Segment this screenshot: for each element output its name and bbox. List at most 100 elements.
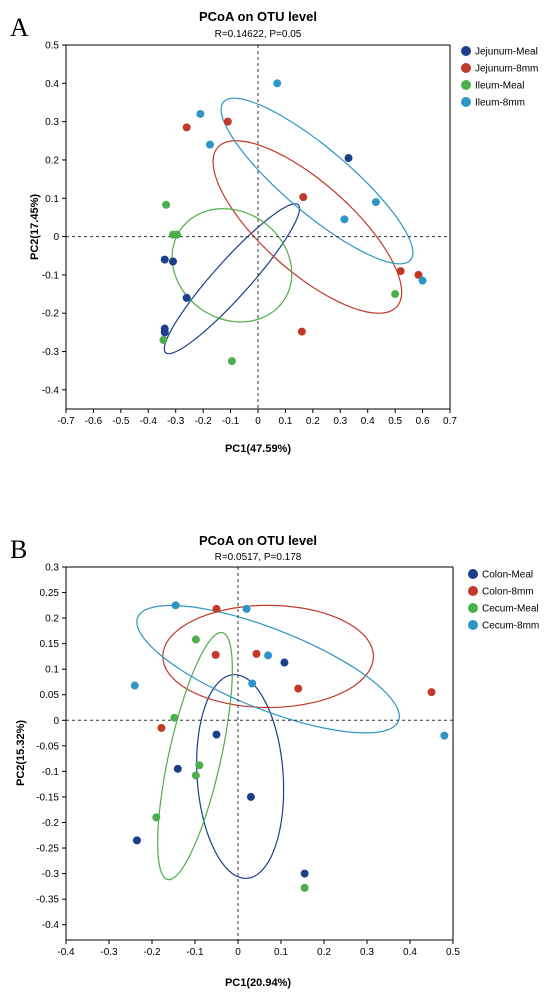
panel-b-legend-marker	[468, 603, 478, 613]
panel-a-x-tick-label: -0.7	[57, 416, 75, 427]
panel-a-point-jejunum-meal	[168, 257, 177, 266]
panel-b-title: PCoA on OTU level	[199, 533, 317, 548]
panel-b-point-cecum-meal	[195, 761, 204, 770]
panel-b-legend: Colon-Meal Colon-8mm Cecum-Meal Cecum-8mm	[468, 569, 539, 632]
panel-a: A PCoA on OTU level R=0.14622, P=0.05 -0…	[10, 9, 538, 455]
panel-a-point-ileum-meal	[173, 230, 182, 239]
panel-a-x-ticks: -0.7 -0.6 -0.5 -0.4 -0.3 -0.2 -0.1 0 0.1 0.2 0.3 0.…	[57, 409, 457, 427]
panel-a-point-ileum-meal	[391, 290, 400, 299]
panel-a-point-jejunum-meal	[160, 255, 169, 264]
panel-a-legend-label: Ileum-8mm	[475, 98, 525, 109]
panel-b-point-cecum-meal	[191, 771, 200, 780]
panel-b-point-cecum-8mm	[248, 679, 257, 688]
panel-b-reference-lines	[66, 567, 453, 940]
panel-b-point-cecum-8mm	[130, 681, 139, 690]
panel-a-y-axis-label: PC2(17.45%)	[29, 194, 41, 260]
panel-a-legend-marker	[461, 63, 471, 73]
panel-a-y-tick-label: -0.2	[42, 309, 60, 320]
panel-a-x-tick-label: 0.3	[333, 416, 347, 427]
panel-b-point-colon-meal	[300, 869, 309, 878]
panel-b-y-tick-label: 0.05	[40, 690, 60, 701]
panel-a-point-jejunum-8mm	[414, 270, 423, 279]
panel-b-point-colon-8mm	[294, 684, 303, 693]
panel-b-legend-marker	[468, 620, 478, 630]
panel-a-x-tick-label: -0.1	[222, 416, 240, 427]
panel-a-point-ileum-8mm	[196, 109, 205, 118]
panel-b-point-colon-meal	[280, 658, 289, 667]
panel-b-y-tick-label: 0	[53, 716, 59, 727]
panel-b-point-colon-8mm	[212, 604, 221, 613]
panel-a-legend-label: Jejunum-Meal	[475, 47, 538, 58]
panel-a-ellipses	[163, 97, 414, 355]
panel-b-point-cecum-meal	[300, 883, 309, 892]
panel-b-legend-label: Colon-Meal	[482, 570, 533, 581]
panel-a-y-tick-label: 0	[53, 232, 59, 243]
panel-b-y-tick-label: 0.25	[40, 588, 60, 599]
panel-a-x-tick-label: -0.2	[195, 416, 213, 427]
panel-b-ellipse-cecum-8mm	[136, 604, 401, 734]
panel-b-x-tick-label: 0.3	[360, 947, 374, 958]
panel-a-y-tick-label: -0.4	[42, 385, 60, 396]
panel-b-point-cecum-8mm	[242, 604, 251, 613]
panel-b-point-cecum-8mm	[171, 601, 180, 610]
panel-b-y-tick-label: -0.05	[36, 741, 59, 752]
panel-b-point-colon-meal	[246, 792, 255, 801]
panel-b-x-tick-label: -0.1	[186, 947, 204, 958]
panel-a-x-tick-label: 0.6	[416, 416, 430, 427]
panel-b-y-tick-label: -0.3	[42, 869, 60, 880]
panel-a-x-tick-label: 0.4	[361, 416, 375, 427]
panel-a-y-tick-label: 0.4	[45, 79, 59, 90]
panel-b-x-tick-label: 0.5	[446, 947, 460, 958]
panel-b-legend-label: Cecum-Meal	[482, 604, 539, 615]
panel-a-point-jejunum-meal	[344, 154, 353, 163]
panel-b-x-tick-label: 0.1	[274, 947, 288, 958]
panel-a-y-tick-label: 0.5	[45, 41, 59, 52]
panel-b-x-tick-label: 0.4	[403, 947, 417, 958]
panel-a-point-ileum-8mm	[340, 215, 349, 224]
panel-b-y-tick-label: 0.1	[45, 665, 59, 676]
panel-b-x-tick-label: 0.2	[317, 947, 331, 958]
panel-a-ellipse-ileum-8mm	[220, 97, 414, 265]
panel-a-point-jejunum-8mm	[299, 193, 308, 202]
panel-b-x-axis-label: PC1(20.94%)	[225, 977, 291, 989]
panel-a-point-ileum-8mm	[418, 276, 427, 285]
panel-a-x-tick-label: -0.4	[140, 416, 158, 427]
panel-a-x-tick-label: 0	[255, 416, 261, 427]
panel-b-point-colon-8mm	[252, 649, 261, 658]
panel-a-y-tick-label: 0.2	[45, 155, 59, 166]
panel-b-label: B	[10, 535, 27, 564]
panel-b-y-axis-label: PC2(15.32%)	[15, 720, 27, 786]
panel-b-point-cecum-meal	[152, 813, 161, 822]
panel-b-plot-frame	[65, 566, 454, 941]
panel-b-y-tick-label: -0.25	[36, 844, 59, 855]
panel-a-legend-label: Ileum-Meal	[475, 81, 524, 92]
panel-a-y-tick-label: 0.1	[45, 194, 59, 205]
panel-b-points	[130, 601, 449, 892]
panel-a-x-tick-label: -0.3	[167, 416, 185, 427]
panel-a-y-ticks: -0.4 -0.3 -0.2 -0.1 0 0.1 0.2 0.3 0.4 0.5	[42, 41, 66, 396]
panel-a-point-ileum-8mm	[273, 79, 282, 88]
panel-a-label: A	[10, 13, 29, 42]
panel-b-y-tick-label: -0.35	[36, 895, 59, 906]
panel-b-y-ticks: -0.4 -0.35 -0.3 -0.25 -0.2 -0.15 -0.1 -0.05 0 0.0…	[36, 563, 66, 931]
panel-a-point-jejunum-8mm	[223, 117, 232, 126]
panel-b-y-tick-label: -0.4	[42, 920, 60, 931]
panel-b-point-colon-8mm	[157, 723, 166, 732]
panel-a-point-ileum-meal	[162, 200, 171, 209]
panel-a-y-tick-label: -0.1	[42, 270, 60, 281]
panel-b-point-cecum-8mm	[264, 651, 273, 660]
panel-b-point-colon-meal	[212, 730, 221, 739]
panel-a-y-tick-label: -0.3	[42, 347, 60, 358]
panel-b-legend-marker	[468, 569, 478, 579]
panel-a-point-jejunum-8mm	[297, 327, 306, 336]
panel-a-point-jejunum-meal	[160, 328, 169, 337]
panel-b-x-ticks: -0.4 -0.3 -0.2 -0.1 0 0.1 0.2 0.3 0.4 0.5	[57, 940, 460, 958]
panel-a-points	[159, 79, 427, 366]
panel-a-ellipse-jejunum-8mm	[212, 140, 403, 314]
panel-a-x-axis-label: PC1(47.59%)	[225, 443, 291, 455]
panel-b-point-cecum-meal	[191, 635, 200, 644]
panel-b-y-tick-label: 0.2	[45, 614, 59, 625]
panel-b-subtitle: R=0.0517, P=0.178	[215, 552, 302, 563]
panel-b-y-tick-label: 0.15	[40, 639, 60, 650]
